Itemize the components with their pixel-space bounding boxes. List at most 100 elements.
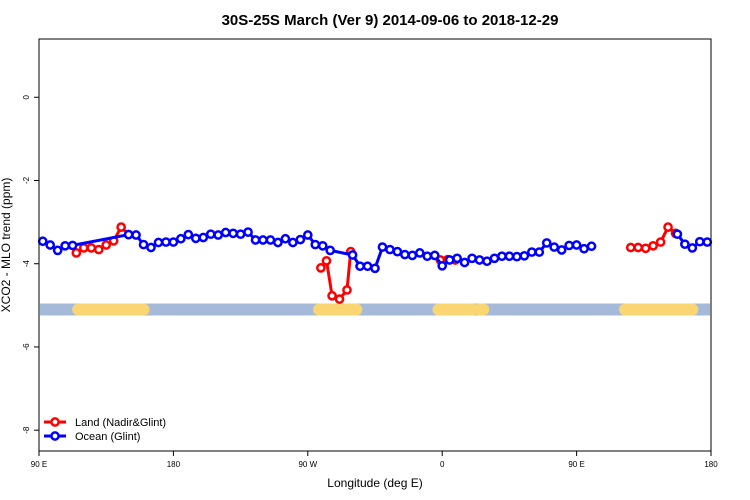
data-point	[78, 243, 89, 253]
data-point	[161, 237, 171, 247]
y-tick-label: -8	[22, 426, 31, 434]
data-point	[205, 229, 216, 240]
y-tick-label: 0	[22, 94, 31, 99]
data-point	[429, 250, 440, 261]
data-point	[190, 233, 201, 244]
data-point	[302, 230, 313, 240]
data-point	[444, 255, 455, 265]
data-point	[400, 249, 410, 260]
data-point	[512, 251, 522, 262]
data-point	[648, 240, 658, 251]
series-layer	[37, 222, 713, 304]
data-point	[327, 290, 337, 301]
data-point	[168, 237, 179, 247]
data-point	[116, 222, 126, 232]
data-point	[377, 242, 388, 252]
data-point	[45, 240, 56, 250]
x-tick-label: 90 W	[298, 460, 317, 469]
data-point	[250, 235, 261, 245]
data-point	[355, 261, 365, 272]
data-point	[407, 250, 418, 261]
series-line	[42, 230, 708, 270]
data-point	[265, 235, 276, 245]
data-point	[625, 242, 636, 253]
legend: Land (Nadir&Glint) Ocean (Glint)	[44, 417, 166, 443]
data-point	[672, 229, 683, 240]
data-point	[334, 294, 345, 304]
data-point	[101, 240, 112, 250]
legend-label: Land (Nadir&Glint)	[75, 417, 166, 429]
data-point	[317, 240, 328, 251]
data-point	[437, 260, 448, 271]
data-point	[176, 233, 186, 244]
x-axis-label: Longitude (deg E)	[327, 476, 422, 490]
data-point	[504, 251, 515, 262]
data-point	[422, 251, 433, 262]
y-axis-label: XCO2 - MLO trend (ppm)	[0, 178, 13, 313]
data-point	[288, 237, 298, 248]
x-tick-label: 90 E	[31, 460, 47, 469]
data-point	[183, 229, 194, 240]
data-point	[392, 246, 403, 257]
data-point	[295, 234, 306, 245]
data-point	[123, 229, 134, 240]
data-point	[342, 285, 352, 295]
data-point	[213, 230, 224, 240]
data-point	[680, 239, 690, 250]
data-point	[414, 248, 425, 258]
data-point	[526, 247, 537, 257]
data-point	[497, 251, 507, 262]
data-point	[571, 240, 582, 250]
legend-label: Ocean (Glint)	[75, 431, 140, 443]
data-point	[86, 243, 97, 253]
data-point	[519, 250, 530, 261]
data-point	[687, 243, 698, 253]
data-point	[146, 242, 156, 253]
data-point	[549, 242, 560, 252]
data-point	[325, 245, 336, 256]
data-point	[489, 253, 500, 264]
y-axis: 0 -2 -4 -6 -8	[22, 94, 39, 434]
data-point	[385, 244, 395, 255]
data-point	[71, 248, 82, 258]
data-point	[564, 240, 574, 251]
data-point	[452, 253, 462, 264]
data-point	[37, 236, 48, 247]
data-point	[228, 228, 238, 239]
data-point	[138, 239, 149, 250]
x-axis: 90 E 180 90 W 0 90 E 180	[31, 451, 718, 469]
data-point	[67, 240, 78, 251]
data-point	[280, 233, 291, 244]
data-point	[316, 263, 326, 273]
data-point	[467, 253, 477, 264]
data-point	[198, 232, 209, 243]
data-point	[131, 230, 141, 240]
data-point	[347, 250, 358, 260]
data-point	[258, 235, 268, 245]
y-tick-label: -2	[22, 176, 31, 184]
data-point	[362, 261, 373, 272]
data-point	[534, 247, 545, 257]
data-point	[321, 255, 332, 266]
data-point	[93, 244, 104, 255]
plot-frame	[38, 38, 712, 452]
data-point	[702, 237, 713, 247]
chart-title: 30S-25S March (Ver 9) 2014-09-06 to 2018…	[222, 12, 559, 29]
legend-marker	[50, 431, 60, 441]
data-point	[153, 237, 164, 248]
data-point	[694, 236, 705, 247]
y-tick-label: -4	[22, 260, 31, 268]
data-point	[273, 237, 283, 248]
data-point	[220, 227, 231, 238]
data-point	[633, 242, 644, 253]
series-ocean	[37, 227, 713, 274]
data-point	[370, 263, 380, 274]
data-point	[640, 243, 651, 254]
data-point	[586, 241, 597, 252]
y-tick-label: -6	[22, 343, 31, 351]
data-point	[579, 243, 589, 254]
x-tick-label: 180	[167, 460, 181, 469]
data-point	[655, 237, 666, 247]
data-point	[474, 255, 485, 265]
